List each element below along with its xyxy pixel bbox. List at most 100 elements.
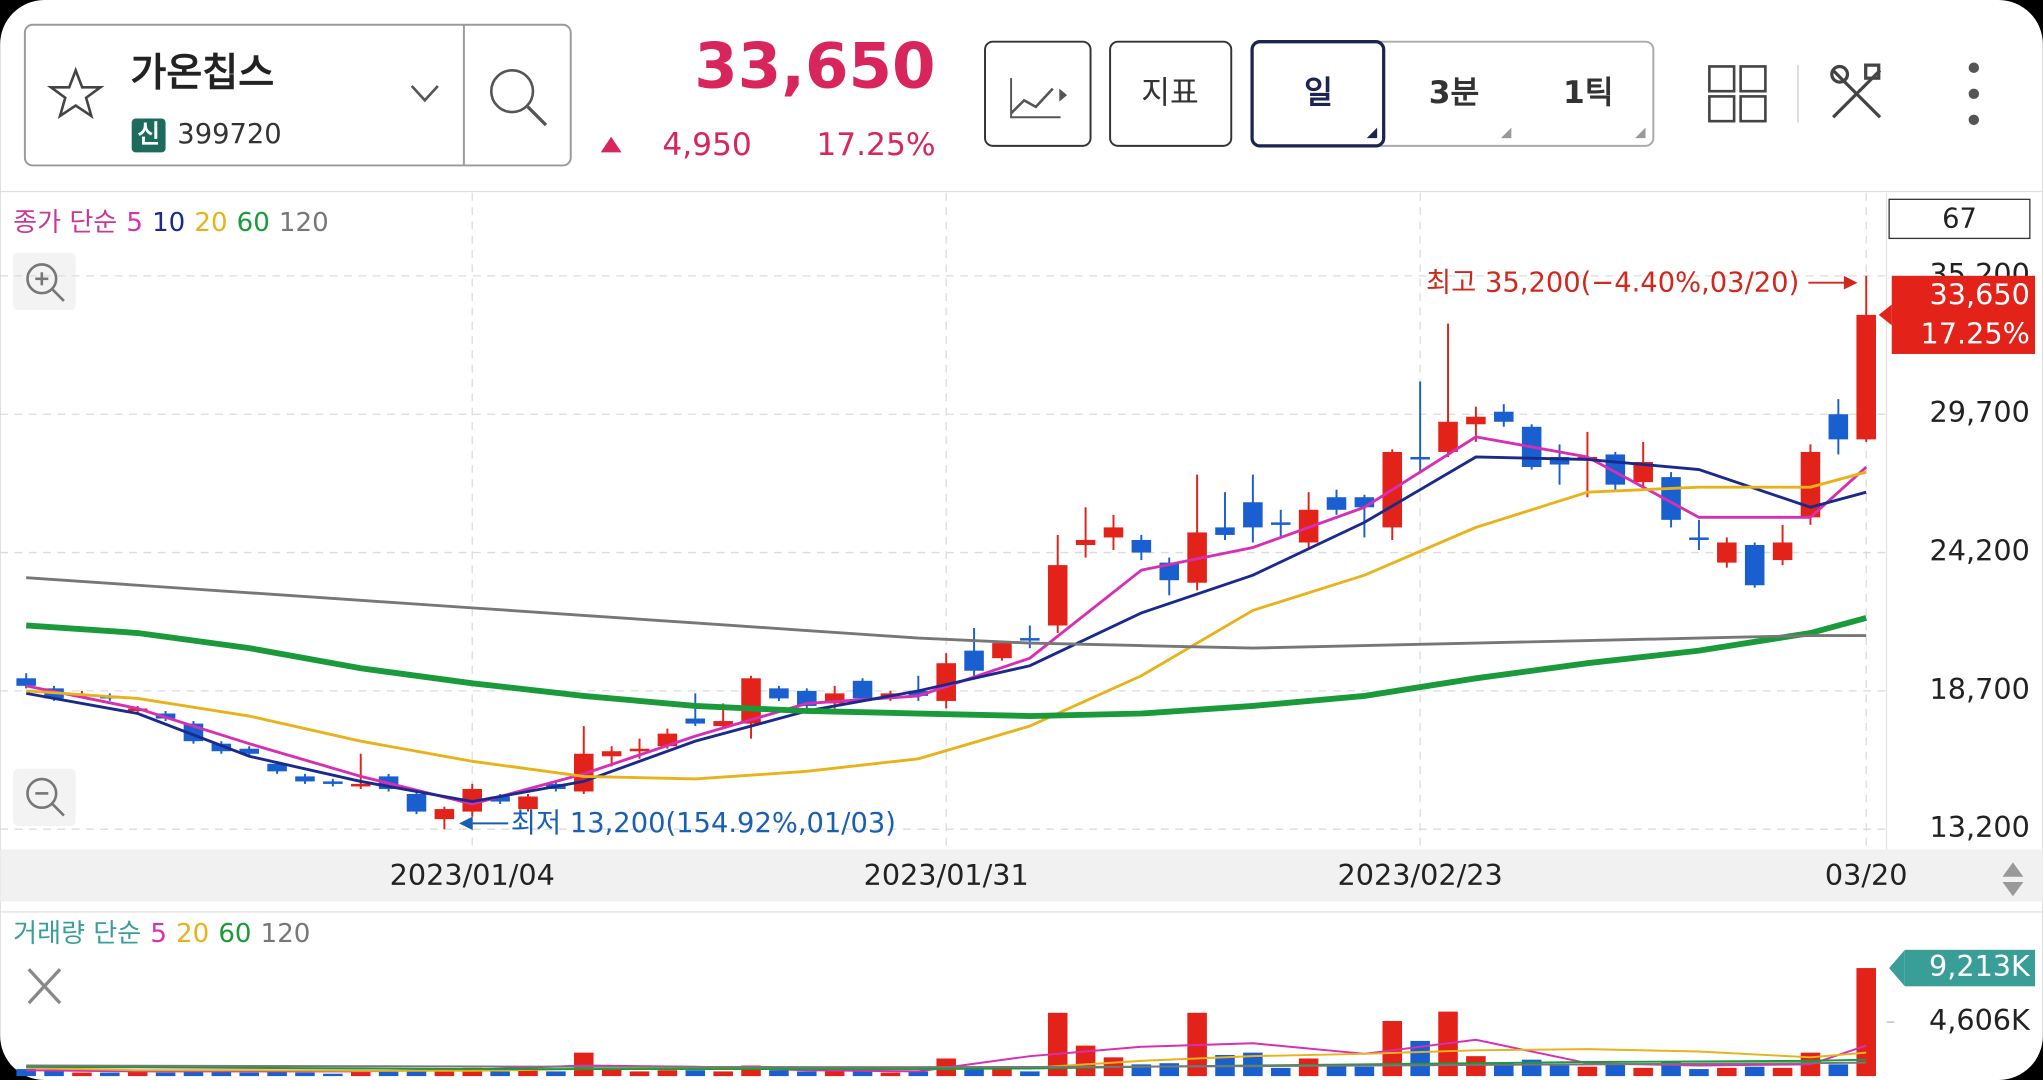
volume-bar [1828, 1064, 1849, 1077]
candle-body [1466, 416, 1486, 425]
candle-body [1744, 545, 1765, 586]
volume-bar [1577, 1066, 1598, 1077]
volume-bar [992, 1069, 1012, 1077]
candle-body [1354, 497, 1375, 508]
y-tick-label: 18,700 [1930, 672, 2030, 706]
candle-body [992, 643, 1012, 659]
volume-bar [908, 1071, 929, 1077]
more-button[interactable] [1968, 62, 1980, 126]
volume-bar [267, 1071, 287, 1077]
chart-type-arrow [1059, 88, 1068, 102]
legend-entry: 60 [237, 207, 270, 237]
zoom-out[interactable] [13, 768, 76, 826]
last-volume-label: 9,213K [1929, 949, 2031, 983]
volume-bar [1243, 1052, 1263, 1077]
y-tick-label: 24,200 [1930, 534, 2030, 568]
change-percent: 17.25% [816, 127, 935, 163]
candle-body [852, 680, 873, 699]
volume-bar [1689, 1069, 1709, 1077]
candle-body [1243, 502, 1263, 528]
volume-bar [490, 1071, 510, 1077]
volume-bar [100, 1072, 120, 1077]
volume-ma-line [26, 1061, 1867, 1069]
volume-bar [1326, 1064, 1347, 1077]
x-tick-label: 2023/01/04 [390, 858, 555, 892]
candle-body [741, 678, 761, 724]
candle-body [1131, 539, 1152, 553]
candle-body [1075, 539, 1096, 546]
volume-ma-line [26, 1058, 1867, 1071]
candle-body [1717, 542, 1737, 563]
volume-bar [824, 1071, 845, 1077]
favorite-star[interactable] [46, 66, 105, 119]
candle-body [1326, 497, 1347, 510]
volume-bar [1717, 1067, 1737, 1077]
candle-body [936, 663, 956, 701]
candle-body [713, 721, 733, 727]
volume-bar [685, 1070, 706, 1077]
layout-button[interactable] [1708, 65, 1767, 123]
ma-line [25, 455, 1867, 803]
candle-body [434, 809, 455, 820]
legend-title: 거래량 단순 [13, 919, 141, 949]
period-selected[interactable] [1250, 40, 1386, 148]
period-3min[interactable]: 3분 [1429, 75, 1480, 111]
volume-bar [1494, 1063, 1514, 1077]
volume-bar [964, 1067, 984, 1077]
current-price: 33,650 [694, 29, 935, 102]
dropdown-chevron[interactable] [410, 85, 439, 103]
zoom-in[interactable] [13, 252, 76, 311]
up-triangle [600, 136, 622, 153]
volume-bar [1020, 1071, 1040, 1077]
badge: 신 [137, 119, 160, 148]
volume-bar [323, 1073, 343, 1077]
volume-bar [155, 1072, 176, 1077]
grid [0, 192, 1887, 850]
date-strip [0, 849, 2043, 902]
count-box [1888, 198, 2031, 240]
last-price-pointer [1878, 304, 1892, 326]
candle-body [1103, 527, 1124, 538]
last-volume-tag [1904, 949, 2036, 987]
candle-body [1689, 537, 1709, 540]
candle-body [406, 793, 427, 812]
candle-body [211, 743, 232, 752]
close-volume[interactable] [27, 968, 62, 1005]
volume-bar [573, 1052, 594, 1077]
volume-bar [1382, 1020, 1403, 1077]
volume-plot [16, 968, 1876, 1077]
legend-entry: 5 [150, 919, 167, 949]
count-label: 67 [1942, 204, 1977, 235]
volume-bar [797, 1071, 817, 1077]
legend-entry: 20 [176, 919, 209, 949]
volume-bar [852, 1070, 873, 1077]
candle-body [1549, 456, 1570, 465]
chart-type-button[interactable] [984, 40, 1092, 147]
volume-bar [462, 1067, 483, 1077]
indicator-button[interactable] [1109, 40, 1233, 147]
search-button[interactable] [489, 69, 548, 127]
volume-bar [880, 1072, 901, 1077]
period-1tick[interactable]: 1틱 [1563, 75, 1614, 111]
volume-legend: 거래량 단순 5 20 60 120 [13, 919, 310, 949]
volume-bar [1633, 1067, 1653, 1077]
period-day[interactable]: 일 [1304, 75, 1333, 111]
volume-bar [295, 1072, 315, 1077]
candle-body [1410, 456, 1430, 460]
tools-button[interactable] [1830, 63, 1882, 119]
volume-bar [1047, 1012, 1068, 1077]
scroll-arrows[interactable] [2002, 862, 2024, 897]
candle-body [295, 776, 315, 782]
volume-bar [769, 1070, 789, 1077]
price-plot [16, 275, 1876, 830]
volume-bar [16, 1069, 36, 1077]
stock-selector[interactable] [23, 23, 572, 167]
high-arrow [1808, 275, 1858, 290]
volume-bar [629, 1071, 650, 1077]
volume-bar [1159, 1063, 1180, 1077]
candle-body [769, 688, 789, 699]
candle-body [1772, 542, 1793, 561]
candle-body [629, 748, 650, 752]
